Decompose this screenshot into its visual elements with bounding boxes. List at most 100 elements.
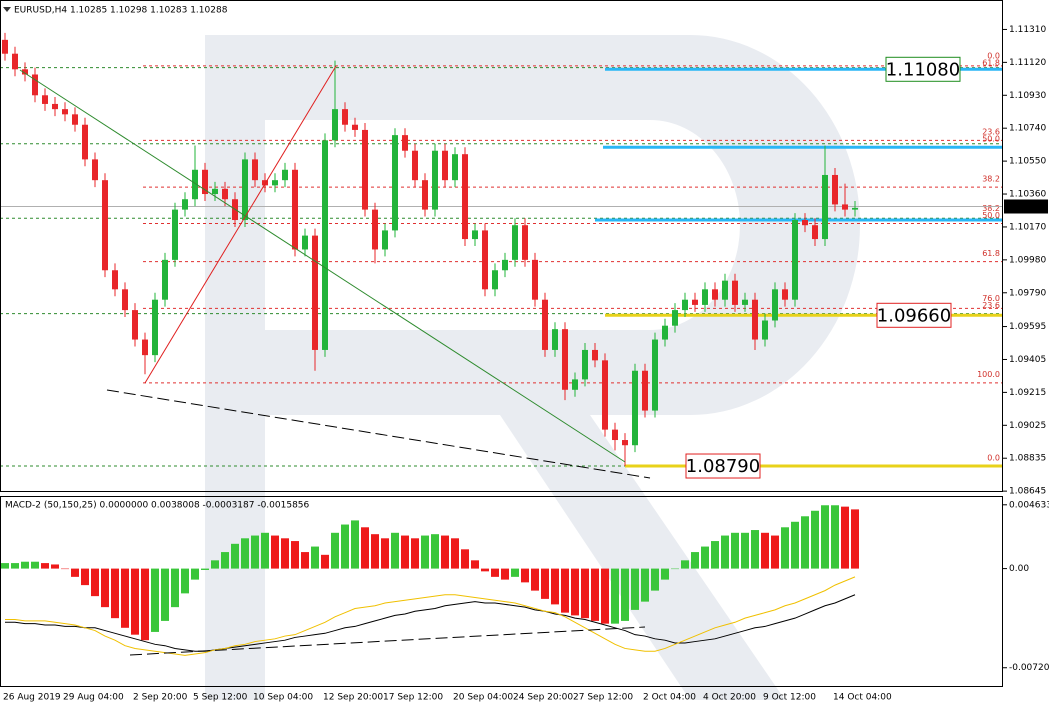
last-price-box xyxy=(1004,199,1048,214)
histogram-bar xyxy=(701,546,709,569)
x-tick-label: 2 Oct 04:00 xyxy=(643,693,696,703)
candle-body xyxy=(352,124,358,130)
histogram-bar xyxy=(841,506,849,569)
histogram-bar xyxy=(711,541,719,569)
candle-body xyxy=(672,310,678,326)
candle-body xyxy=(222,188,228,200)
candle-body xyxy=(192,169,198,200)
candle-body xyxy=(852,207,858,210)
y-tick-label: 1.10360 xyxy=(1009,190,1046,200)
x-tick-label: 17 Sep 12:00 xyxy=(383,693,443,703)
menu-icon xyxy=(3,7,11,12)
candle-body xyxy=(442,150,448,181)
candle-body xyxy=(272,180,278,186)
histogram-bar xyxy=(371,534,379,569)
candle-body xyxy=(792,220,798,300)
histogram-bar xyxy=(291,541,299,569)
histogram-bar xyxy=(571,568,579,616)
histogram-bar xyxy=(581,568,589,619)
histogram-bar xyxy=(41,563,49,569)
candle-body xyxy=(112,270,118,290)
y-tick-label: 1.11310 xyxy=(1009,25,1046,35)
candle-body xyxy=(62,109,68,115)
histogram-bar xyxy=(411,538,419,569)
candle-body xyxy=(512,225,518,260)
histogram-bar xyxy=(621,568,629,621)
fib-label: 0.0 xyxy=(987,51,1000,60)
x-tick-label: 10 Sep 04:00 xyxy=(253,693,313,703)
histogram-bar xyxy=(681,560,689,569)
candle-body xyxy=(702,289,708,305)
histogram-bar xyxy=(171,568,179,608)
histogram-bar xyxy=(561,568,569,613)
histogram-bar xyxy=(721,535,729,569)
target-label: 1.11080 xyxy=(886,59,960,80)
histogram-bar xyxy=(71,568,79,577)
fib-label: 61.8 xyxy=(982,58,1000,67)
histogram-bar xyxy=(311,546,319,569)
chart-title: EURUSD,H4 1.10285 1.10298 1.10283 1.1028… xyxy=(14,6,228,16)
histogram-bar xyxy=(211,560,219,569)
candle-body xyxy=(372,209,378,250)
histogram-bar xyxy=(731,532,739,569)
y-tick-label: 1.09790 xyxy=(1009,288,1046,298)
y-tick-label: 1.09980 xyxy=(1009,255,1046,265)
histogram-bar xyxy=(821,505,829,569)
fib-label: 50.0 xyxy=(982,135,1000,144)
histogram-bar xyxy=(511,568,519,577)
histogram-bar xyxy=(191,568,199,580)
histogram-bar xyxy=(461,549,469,569)
histogram-bar xyxy=(341,524,349,569)
histogram-bar xyxy=(421,535,429,569)
candle-body xyxy=(502,259,508,271)
candle-body xyxy=(2,39,8,54)
histogram-bar xyxy=(61,568,69,570)
histogram-bar xyxy=(741,532,749,569)
fib-label: 0.0 xyxy=(987,453,1000,462)
target-label: 1.09660 xyxy=(877,305,951,326)
histogram-bar xyxy=(751,530,759,569)
candle-body xyxy=(482,230,488,290)
candle-body xyxy=(132,310,138,340)
histogram-bar xyxy=(551,568,559,605)
histogram-bar xyxy=(51,564,59,569)
histogram-bar xyxy=(441,535,449,569)
trend-line xyxy=(19,69,626,463)
indicator-line xyxy=(5,594,856,652)
candle-body xyxy=(182,199,188,210)
y-tick-label: 1.10550 xyxy=(1009,157,1046,167)
fib-label: 50.0 xyxy=(982,211,1000,220)
indicator-line xyxy=(5,576,856,656)
histogram-bar xyxy=(801,516,809,569)
histogram-bar xyxy=(361,527,369,569)
candle-body xyxy=(722,280,728,300)
fib-label: 23.6 xyxy=(982,301,1000,310)
histogram-bar xyxy=(241,538,249,569)
histogram-bar xyxy=(281,538,289,569)
x-tick-label: 29 Aug 04:00 xyxy=(63,693,124,703)
histogram-bar xyxy=(271,535,279,569)
candle-body xyxy=(542,299,548,350)
x-tick-label: 24 Sep 20:00 xyxy=(513,693,573,703)
histogram-bar xyxy=(301,552,309,569)
candle-body xyxy=(312,235,318,350)
candle-body xyxy=(592,349,598,361)
macd-frame xyxy=(0,496,1003,687)
candle-body xyxy=(362,129,368,210)
histogram-bar xyxy=(521,568,529,583)
candle-body xyxy=(742,299,748,305)
histogram-bar xyxy=(321,554,329,569)
histogram-bar xyxy=(221,552,229,569)
candle-body xyxy=(752,299,758,340)
y-tick-label: 1.09595 xyxy=(1009,322,1046,332)
histogram-bar xyxy=(181,568,189,594)
candle-body xyxy=(152,299,158,356)
histogram-bar xyxy=(1,563,9,569)
histogram-bar xyxy=(261,532,269,569)
candle-body xyxy=(522,225,528,260)
fib-label: 100.0 xyxy=(977,370,1000,379)
histogram-bar xyxy=(111,568,119,619)
candle-body xyxy=(662,325,668,340)
candle-body xyxy=(202,169,208,195)
candle-body xyxy=(262,180,268,186)
